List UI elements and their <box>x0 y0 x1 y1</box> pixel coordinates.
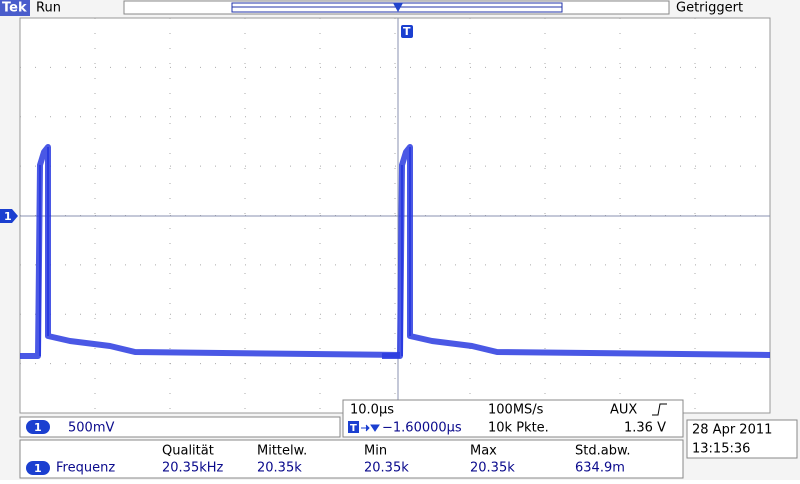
date-box <box>686 419 798 459</box>
brand: Tek <box>2 1 27 16</box>
measurements: Qualität Mittelw. Min Max Std.abw. 1 Frequenz 2… <box>26 444 631 476</box>
pos-icon-label: T <box>350 423 357 434</box>
time: 13:15:36 <box>692 442 750 457</box>
channel-box <box>19 416 341 438</box>
run-status: Run <box>36 1 61 16</box>
measure-value: 20.35k <box>364 461 409 476</box>
pos-icon <box>348 421 359 433</box>
brand-bg <box>0 0 30 16</box>
measure-header: Max <box>470 444 497 459</box>
measure-value: 20.35k <box>470 461 515 476</box>
measure-value: 20.35k <box>257 461 302 476</box>
measure-value: 20.35kHz <box>162 461 224 476</box>
channel-badge <box>26 420 50 434</box>
measure-value: 634.9m <box>575 461 625 476</box>
measure-header: Qualität <box>162 444 214 459</box>
trigger-level: 1.36 V <box>624 421 666 436</box>
channel-badge <box>26 461 50 475</box>
waveform <box>20 144 771 359</box>
timebase-box <box>342 399 684 438</box>
channel-badge-label: 1 <box>34 421 42 434</box>
measure-header: Mittelw. <box>257 444 307 459</box>
trigger-state: Getriggert <box>676 1 743 16</box>
channel-marker <box>0 209 18 223</box>
trigger-source: AUX <box>610 403 637 418</box>
channel-scale: 500mV <box>68 421 114 436</box>
channel-marker-label: 1 <box>4 210 12 223</box>
pos-arrow <box>361 424 380 432</box>
measure-header: Std.abw. <box>575 444 631 459</box>
sample-rate: 100MS/s <box>488 403 544 418</box>
trigger-position: −1.60000µs <box>382 421 462 436</box>
record-length: 10k Pkte. <box>488 421 549 436</box>
measure-box <box>19 439 684 479</box>
trigger-pos-marker <box>393 3 403 12</box>
measure-header: Min <box>364 444 387 459</box>
measure-name: Frequenz <box>56 461 115 476</box>
date: 28 Apr 2011 <box>692 423 772 438</box>
trace-edge <box>39 147 411 356</box>
trigger-marker <box>401 25 413 38</box>
time-scale: 10.0µs <box>350 403 394 418</box>
measure-channel: 1 <box>34 462 42 475</box>
slope-icon <box>652 403 667 416</box>
trigger-marker-label: T <box>403 25 411 38</box>
